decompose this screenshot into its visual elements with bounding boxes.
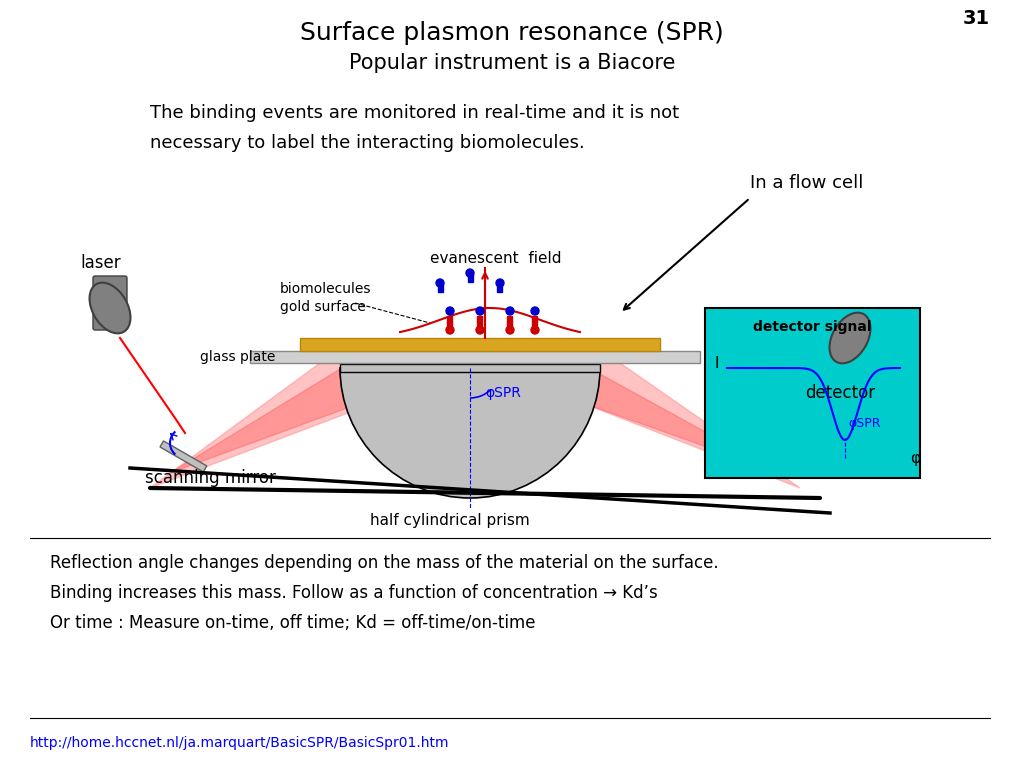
Circle shape <box>531 307 539 315</box>
Bar <box>437 284 442 292</box>
Bar <box>498 284 503 292</box>
Polygon shape <box>150 363 480 488</box>
Text: half cylindrical prism: half cylindrical prism <box>370 513 529 528</box>
Circle shape <box>476 307 484 315</box>
Text: φ: φ <box>910 451 921 465</box>
Polygon shape <box>470 363 780 473</box>
Bar <box>160 441 207 472</box>
Circle shape <box>506 307 514 315</box>
Bar <box>508 316 512 326</box>
Circle shape <box>531 326 539 334</box>
Wedge shape <box>340 368 600 498</box>
Text: detector signal: detector signal <box>754 320 871 334</box>
Bar <box>532 316 538 326</box>
Text: 31: 31 <box>963 8 990 28</box>
Text: Popular instrument is a Biacore: Popular instrument is a Biacore <box>349 53 675 73</box>
Circle shape <box>466 269 474 277</box>
FancyBboxPatch shape <box>93 276 127 330</box>
Text: glass plate: glass plate <box>200 350 275 364</box>
Polygon shape <box>170 363 470 473</box>
Circle shape <box>446 326 454 334</box>
Circle shape <box>436 279 444 287</box>
Circle shape <box>506 326 514 334</box>
Ellipse shape <box>829 313 870 363</box>
Text: Or time : Measure on-time, off time; Kd = off-time/on-time: Or time : Measure on-time, off time; Kd … <box>50 614 536 632</box>
Circle shape <box>496 279 504 287</box>
Bar <box>250 351 700 363</box>
Text: I: I <box>715 356 719 370</box>
Text: φSPR: φSPR <box>849 416 882 429</box>
Circle shape <box>476 326 484 334</box>
FancyBboxPatch shape <box>705 308 920 478</box>
Bar <box>468 274 472 282</box>
Text: scanning mirror: scanning mirror <box>145 469 275 487</box>
Text: The binding events are monitored in real-time and it is not: The binding events are monitored in real… <box>150 104 679 122</box>
Ellipse shape <box>89 283 130 333</box>
Bar <box>447 316 453 326</box>
Text: In a flow cell: In a flow cell <box>750 174 863 192</box>
Text: evanescent  field: evanescent field <box>430 250 561 266</box>
Text: detector: detector <box>805 384 876 402</box>
Bar <box>300 338 660 351</box>
Circle shape <box>446 307 454 315</box>
Text: laser: laser <box>80 254 121 272</box>
Bar <box>340 364 600 372</box>
Polygon shape <box>480 363 800 488</box>
Text: φSPR: φSPR <box>485 386 521 400</box>
Text: Binding increases this mass. Follow as a function of concentration → Kd’s: Binding increases this mass. Follow as a… <box>50 584 657 602</box>
Text: Surface plasmon resonance (SPR): Surface plasmon resonance (SPR) <box>300 21 724 45</box>
Text: Reflection angle changes depending on the mass of the material on the surface.: Reflection angle changes depending on th… <box>50 554 719 572</box>
Text: necessary to label the interacting biomolecules.: necessary to label the interacting biomo… <box>150 134 585 152</box>
Text: http://home.hccnet.nl/ja.marquart/BasicSPR/BasicSpr01.htm: http://home.hccnet.nl/ja.marquart/BasicS… <box>30 736 450 750</box>
Bar <box>477 316 482 326</box>
Text: biomolecules
gold surface: biomolecules gold surface <box>280 282 372 314</box>
